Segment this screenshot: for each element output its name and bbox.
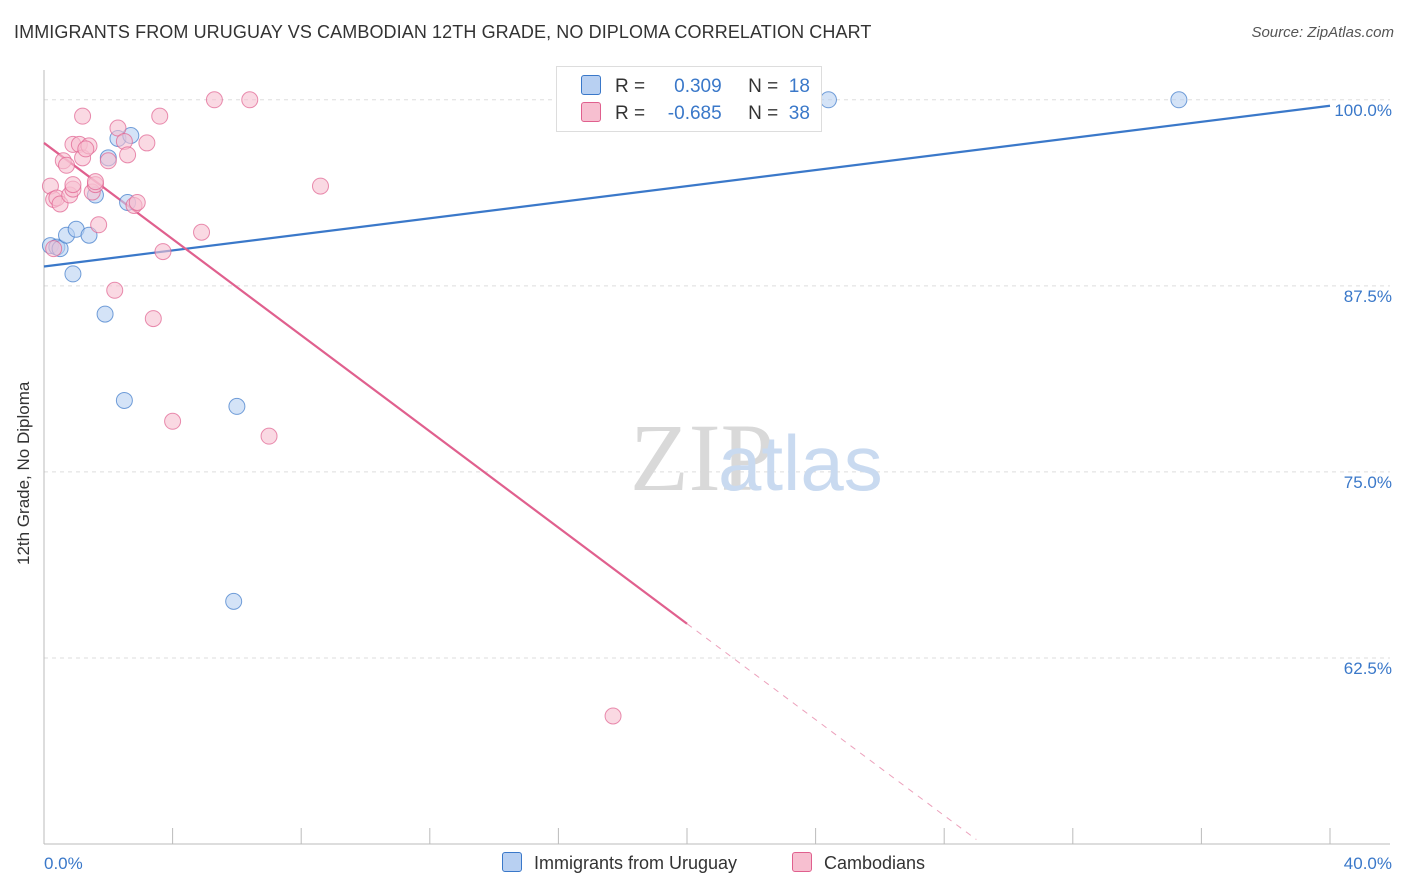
point-cambodian: [154, 243, 172, 261]
point-cambodian: [138, 134, 156, 152]
x-tick-label: 40.0%: [1344, 854, 1392, 873]
point-cambodian: [106, 281, 124, 299]
legend-n-value: 38: [788, 103, 810, 124]
legend-n-label: N =: [748, 103, 779, 124]
point-cambodian: [604, 707, 622, 725]
bottom-legend-label-cambodians: Cambodians: [824, 853, 926, 873]
legend-r-value: -0.685: [667, 103, 722, 124]
point-cambodian: [260, 427, 278, 445]
legend-n-value: 18: [788, 76, 810, 97]
point-cambodian: [77, 140, 95, 158]
legend-row-uruguay: R = 0.309 N = 18: [581, 75, 810, 101]
point-cambodian: [58, 156, 76, 174]
legend-r-label: R =: [615, 76, 646, 97]
chart-title: IMMIGRANTS FROM URUGUAY VS CAMBODIAN 12T…: [14, 22, 872, 42]
bottom-legend-uruguay: Immigrants from Uruguay: [502, 852, 737, 874]
legend-row-cambodians: R = -0.685 N = 38: [581, 102, 810, 128]
watermark-atlas: atlas: [718, 419, 883, 507]
y-tick-label: 75.0%: [1344, 473, 1392, 492]
bottom-legend-swatch-uruguay: [502, 852, 522, 872]
point-cambodian: [86, 173, 104, 191]
legend-swatch-uruguay: [581, 75, 601, 95]
point-cambodian: [205, 91, 223, 109]
point-cambodian: [90, 216, 108, 234]
trend-line-cambodian: [43, 142, 688, 625]
trend-line-extension-cambodian: [686, 623, 977, 840]
point-cambodian: [311, 177, 329, 195]
y-tick-label: 100.0%: [1334, 101, 1392, 120]
point-cambodian: [74, 107, 92, 125]
source-label: Source: ZipAtlas.com: [1251, 24, 1394, 41]
bottom-legend-swatch-cambodians: [792, 852, 812, 872]
point-uruguay: [1170, 91, 1188, 109]
bottom-legend-label-uruguay: Immigrants from Uruguay: [534, 853, 738, 873]
watermark-zip: ZIP: [630, 404, 774, 511]
point-uruguay: [80, 226, 98, 244]
point-uruguay: [228, 397, 246, 415]
x-tick-label: 0.0%: [44, 854, 83, 873]
point-cambodian: [64, 176, 82, 194]
stats-legend: R = 0.309 N = 18 R = -0.685 N = 38: [556, 66, 822, 132]
point-uruguay: [115, 391, 133, 409]
point-cambodian: [119, 146, 137, 164]
point-cambodian: [151, 107, 169, 125]
legend-r-label: R =: [615, 103, 646, 124]
legend-swatch-cambodians: [581, 102, 601, 122]
point-cambodian: [164, 412, 182, 430]
y-tick-label: 87.5%: [1344, 287, 1392, 306]
point-uruguay: [225, 592, 243, 610]
point-cambodian: [193, 223, 211, 241]
point-uruguay: [819, 91, 837, 109]
point-cambodian: [99, 152, 117, 170]
point-cambodian: [128, 193, 146, 211]
legend-n-label: N =: [748, 76, 779, 97]
point-cambodian: [45, 240, 63, 258]
legend-r-value: 0.309: [674, 76, 722, 97]
bottom-legend-cambodians: Cambodians: [792, 852, 925, 874]
point-uruguay: [64, 265, 82, 283]
point-cambodian: [241, 91, 259, 109]
y-tick-label: 62.5%: [1344, 659, 1392, 678]
y-axis-label: 12th Grade, No Diploma: [14, 381, 33, 565]
point-cambodian: [144, 310, 162, 328]
trend-line-uruguay: [43, 104, 1331, 268]
point-uruguay: [96, 305, 114, 323]
